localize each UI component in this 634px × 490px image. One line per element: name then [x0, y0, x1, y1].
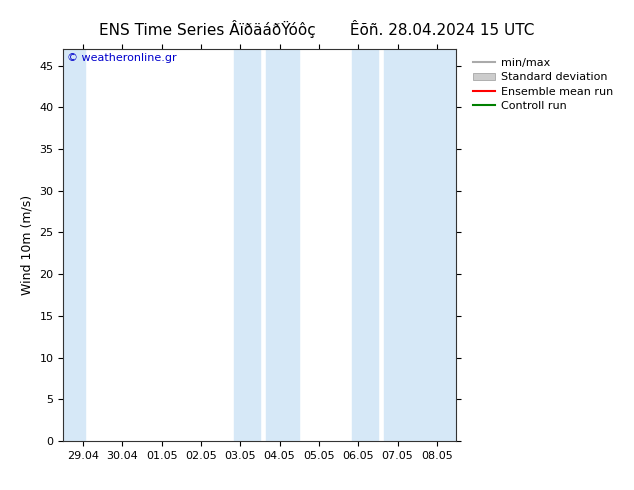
Text: ENS Time Series ÂïðäáðŸóôç       Êõñ. 28.04.2024 15 UTC: ENS Time Series ÂïðäáðŸóôç Êõñ. 28.04.20… — [100, 20, 534, 38]
Bar — [353, 49, 378, 441]
Bar — [63, 49, 85, 441]
Legend: min/max, Standard deviation, Ensemble mean run, Controll run: min/max, Standard deviation, Ensemble me… — [470, 54, 617, 115]
Y-axis label: Wind 10m (m/s): Wind 10m (m/s) — [21, 195, 34, 295]
Bar — [266, 49, 299, 441]
Bar — [384, 49, 456, 441]
Text: © weatheronline.gr: © weatheronline.gr — [67, 53, 177, 63]
Bar — [235, 49, 260, 441]
